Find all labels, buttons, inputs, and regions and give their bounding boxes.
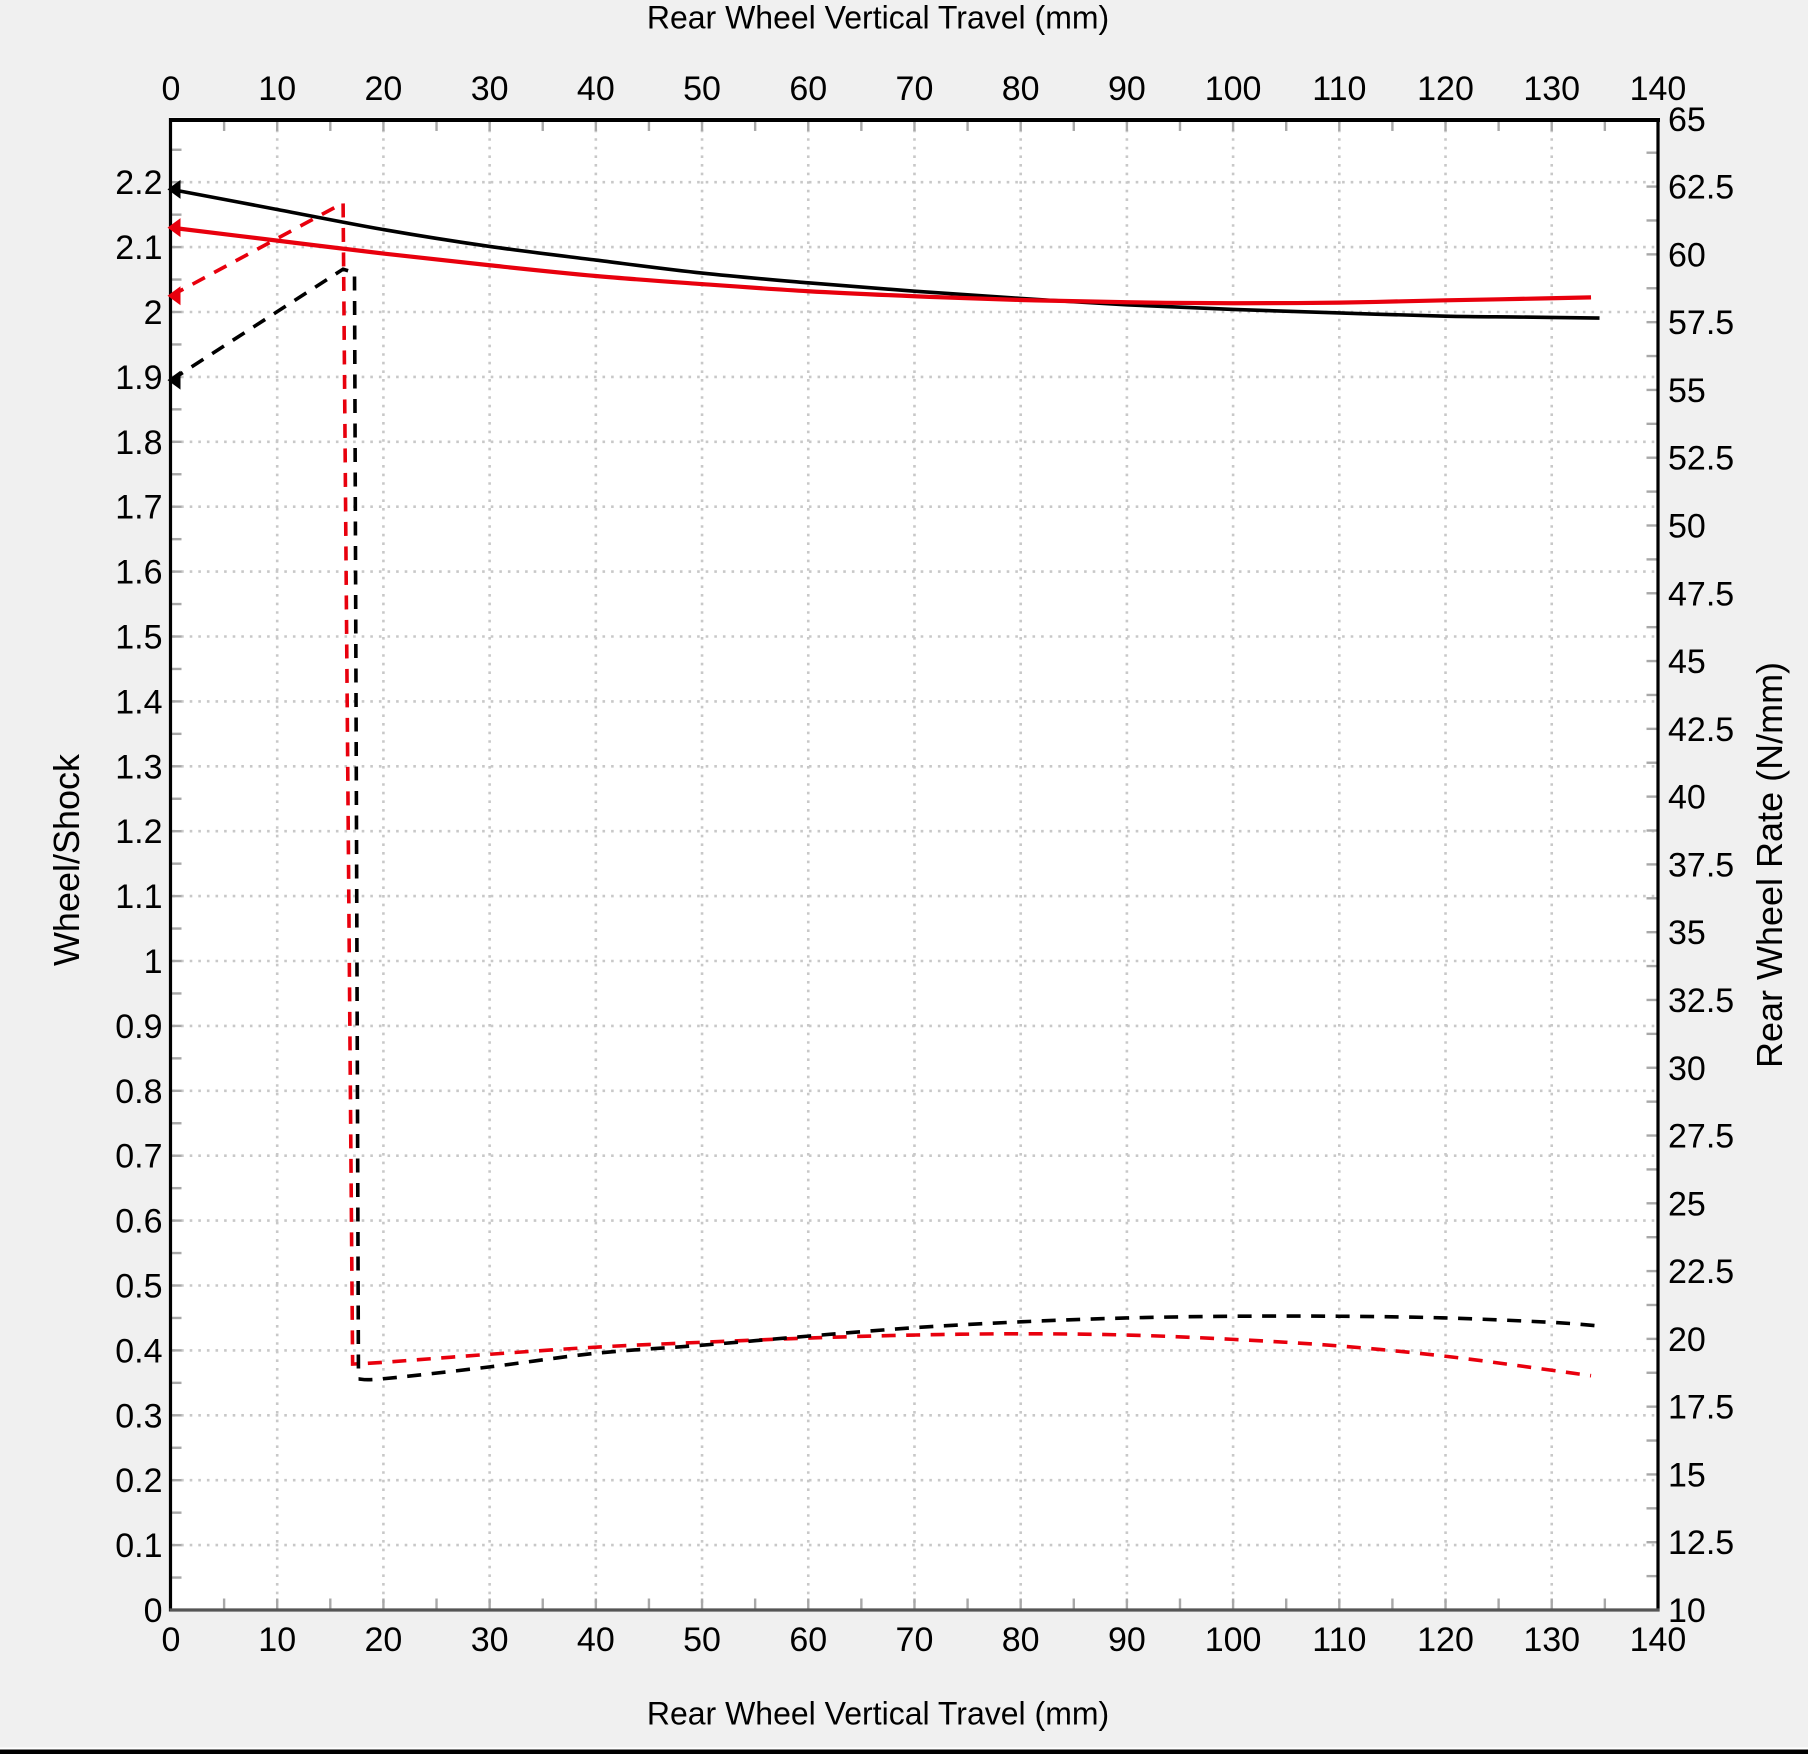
svg-text:0.2: 0.2 — [115, 1462, 162, 1500]
svg-text:140: 140 — [1630, 1621, 1687, 1659]
svg-text:1.2: 1.2 — [115, 813, 162, 851]
svg-text:0.7: 0.7 — [115, 1138, 162, 1176]
svg-text:0.3: 0.3 — [115, 1397, 162, 1435]
svg-text:42.5: 42.5 — [1668, 711, 1734, 749]
svg-text:0.9: 0.9 — [115, 1008, 162, 1046]
svg-text:70: 70 — [896, 1621, 934, 1659]
svg-text:120: 120 — [1417, 1621, 1474, 1659]
svg-text:20: 20 — [365, 1621, 403, 1659]
svg-text:12.5: 12.5 — [1668, 1524, 1734, 1562]
svg-text:0: 0 — [162, 1621, 181, 1659]
svg-text:60: 60 — [1668, 236, 1706, 274]
svg-text:1.1: 1.1 — [115, 878, 162, 916]
svg-text:50: 50 — [1668, 507, 1706, 545]
svg-text:1.4: 1.4 — [115, 683, 162, 721]
svg-text:52.5: 52.5 — [1668, 440, 1734, 478]
svg-text:60: 60 — [789, 70, 827, 108]
svg-text:40: 40 — [577, 70, 615, 108]
svg-text:37.5: 37.5 — [1668, 846, 1734, 884]
svg-text:90: 90 — [1108, 1621, 1146, 1659]
svg-text:30: 30 — [1668, 1050, 1706, 1088]
svg-text:50: 50 — [683, 1621, 721, 1659]
svg-text:90: 90 — [1108, 70, 1146, 108]
svg-text:40: 40 — [577, 1621, 615, 1659]
svg-text:100: 100 — [1205, 70, 1262, 108]
svg-text:1.3: 1.3 — [115, 748, 162, 786]
svg-text:55: 55 — [1668, 372, 1706, 410]
svg-text:10: 10 — [258, 70, 296, 108]
svg-text:0: 0 — [162, 70, 181, 108]
svg-text:10: 10 — [258, 1621, 296, 1659]
svg-text:20: 20 — [365, 70, 403, 108]
svg-text:0.6: 0.6 — [115, 1203, 162, 1241]
svg-text:0.8: 0.8 — [115, 1073, 162, 1111]
svg-text:2.2: 2.2 — [115, 164, 162, 202]
svg-text:17.5: 17.5 — [1668, 1389, 1734, 1427]
svg-text:Rear Wheel Rate (N/mm): Rear Wheel Rate (N/mm) — [1749, 662, 1790, 1068]
svg-text:110: 110 — [1312, 70, 1366, 108]
svg-text:Rear Wheel Vertical Travel (mm: Rear Wheel Vertical Travel (mm) — [647, 1696, 1109, 1732]
svg-text:22.5: 22.5 — [1668, 1253, 1734, 1291]
svg-text:1.6: 1.6 — [115, 554, 162, 592]
svg-text:110: 110 — [1312, 1621, 1366, 1659]
svg-text:30: 30 — [471, 70, 509, 108]
svg-text:2: 2 — [144, 294, 163, 332]
svg-text:Wheel/Shock: Wheel/Shock — [46, 753, 87, 966]
svg-text:62.5: 62.5 — [1668, 169, 1734, 207]
svg-text:1.5: 1.5 — [115, 619, 162, 657]
svg-text:140: 140 — [1630, 70, 1687, 108]
svg-text:1: 1 — [144, 943, 163, 981]
svg-text:130: 130 — [1523, 70, 1580, 108]
svg-text:20: 20 — [1668, 1321, 1706, 1359]
svg-text:1.7: 1.7 — [115, 489, 162, 527]
svg-text:47.5: 47.5 — [1668, 575, 1734, 613]
svg-text:Rear Wheel Vertical Travel (mm: Rear Wheel Vertical Travel (mm) — [647, 0, 1109, 36]
svg-text:0: 0 — [144, 1592, 163, 1630]
svg-text:65: 65 — [1668, 101, 1706, 139]
svg-text:0.1: 0.1 — [115, 1527, 162, 1565]
svg-text:50: 50 — [683, 70, 721, 108]
svg-text:27.5: 27.5 — [1668, 1118, 1734, 1156]
svg-text:40: 40 — [1668, 779, 1706, 817]
svg-text:15: 15 — [1668, 1456, 1706, 1494]
svg-text:0.4: 0.4 — [115, 1332, 162, 1370]
svg-text:70: 70 — [896, 70, 934, 108]
svg-text:35: 35 — [1668, 914, 1706, 952]
svg-text:32.5: 32.5 — [1668, 982, 1734, 1020]
svg-text:130: 130 — [1523, 1621, 1580, 1659]
svg-text:2.1: 2.1 — [115, 229, 162, 267]
svg-text:25: 25 — [1668, 1185, 1706, 1223]
svg-text:45: 45 — [1668, 643, 1706, 681]
svg-text:80: 80 — [1002, 70, 1040, 108]
svg-text:120: 120 — [1417, 70, 1474, 108]
svg-text:80: 80 — [1002, 1621, 1040, 1659]
svg-text:60: 60 — [789, 1621, 827, 1659]
svg-text:30: 30 — [471, 1621, 509, 1659]
svg-text:57.5: 57.5 — [1668, 304, 1734, 342]
svg-text:10: 10 — [1668, 1592, 1706, 1630]
svg-text:1.9: 1.9 — [115, 359, 162, 397]
svg-text:100: 100 — [1205, 1621, 1262, 1659]
svg-text:0.5: 0.5 — [115, 1268, 162, 1306]
svg-text:1.8: 1.8 — [115, 424, 162, 462]
